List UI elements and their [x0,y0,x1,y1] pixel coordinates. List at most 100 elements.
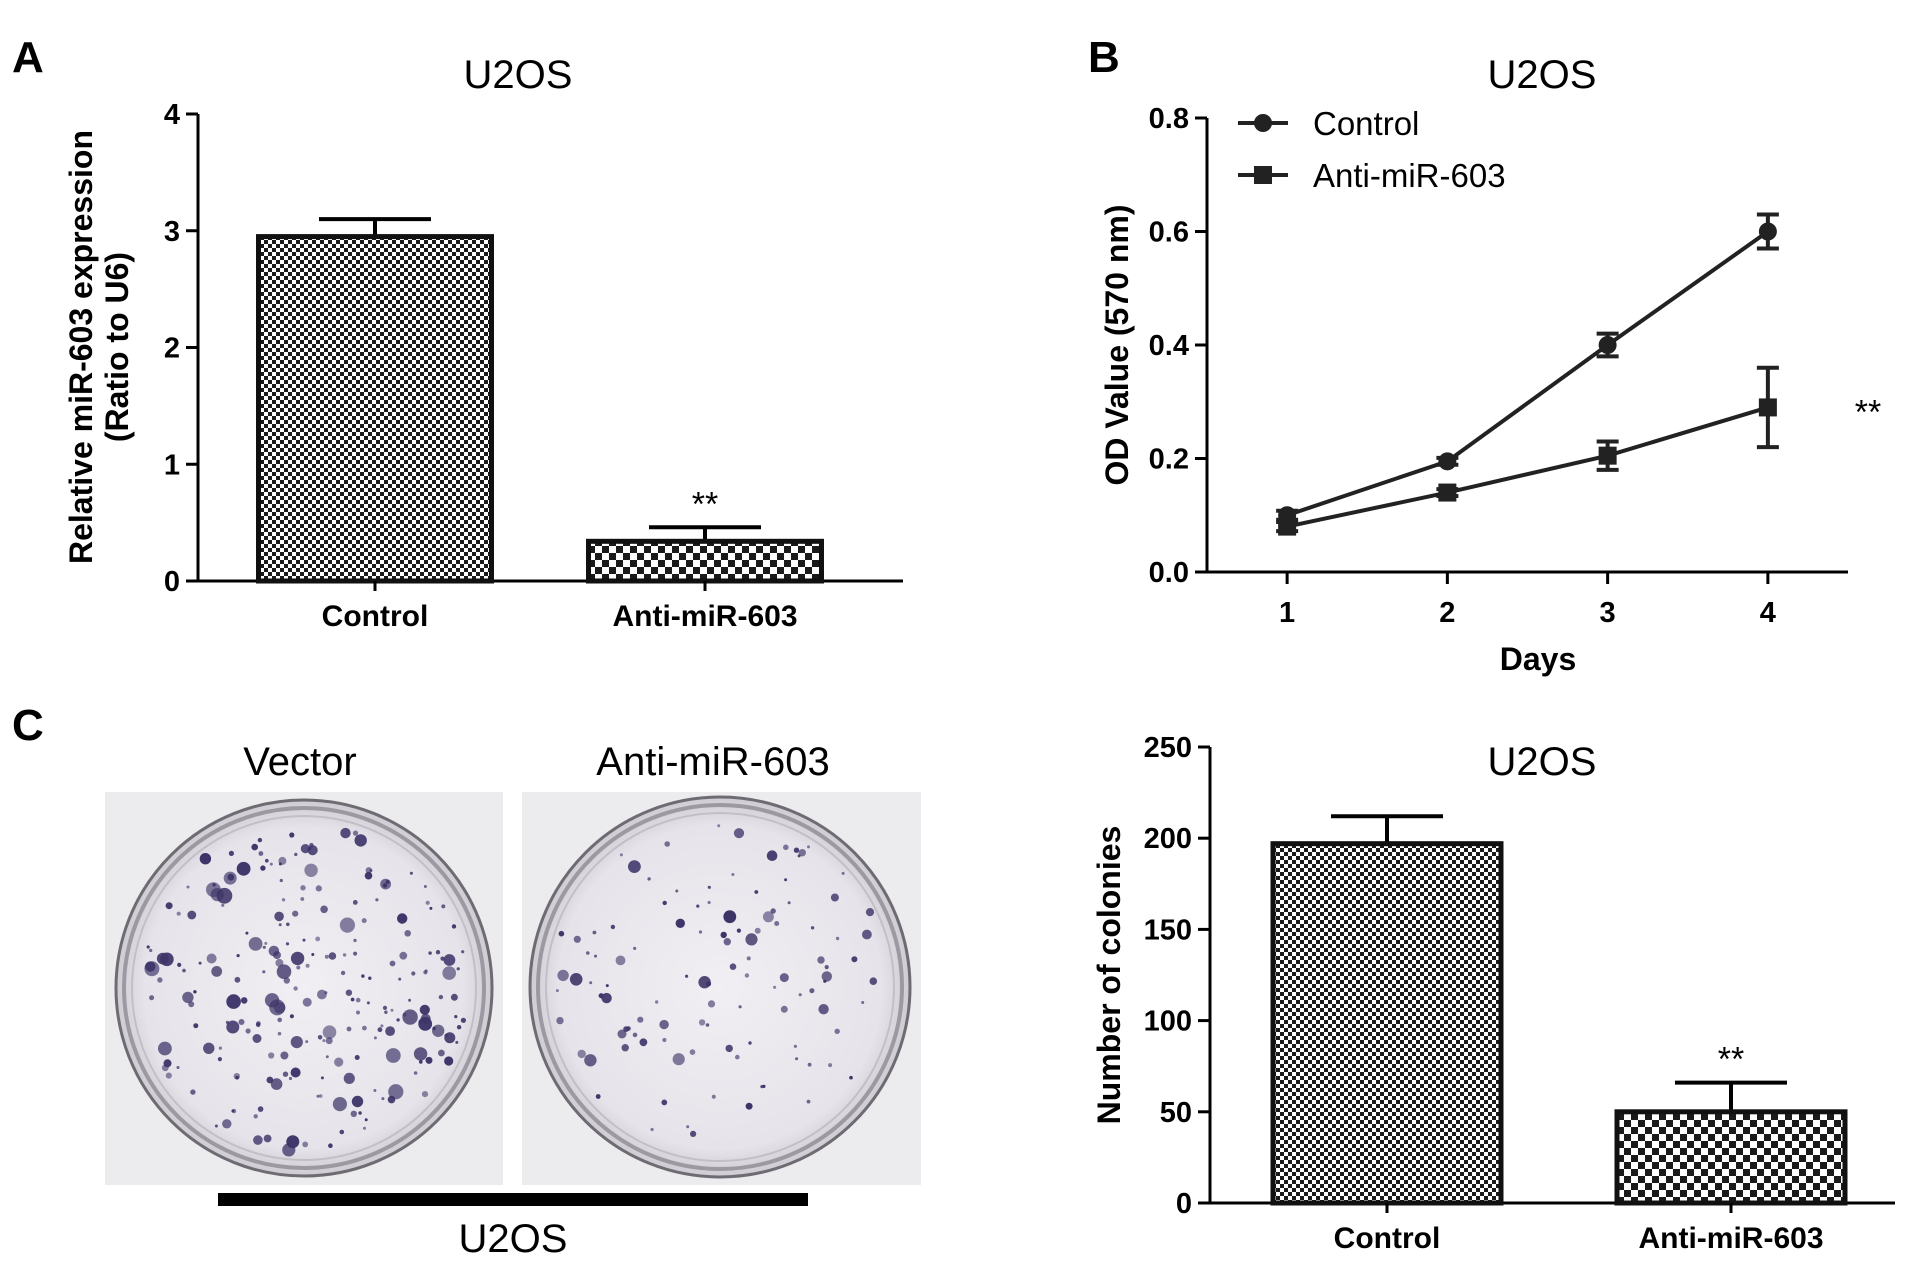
colony-dot [334,1057,344,1067]
colony-dot [557,969,569,982]
chart-a-category-label-0: Control [322,600,429,633]
colony-dot [435,950,441,955]
colony-dot [255,1022,261,1028]
chart-b-ytick-label-3: 0.6 [1149,217,1189,249]
colony-dot [364,1118,368,1122]
colony-dot [311,953,315,956]
chart-c-ytick-label-0: 0 [1176,1188,1192,1220]
chart-a-expression: U2OS Relative miR-603 expression (Ratio to… [63,53,903,633]
colony-dot [397,913,408,924]
colony-dot [268,1052,275,1059]
colony-dot [824,965,829,970]
colony-dot [276,964,292,979]
colony-dot [165,902,173,910]
colony-dot [628,860,641,873]
colony-photos: Vector Anti-miR-603 U2OS [105,740,921,1261]
chart-c-ytick-label-4: 200 [1144,823,1192,855]
colony-dot [664,841,670,847]
colony-dot [279,878,283,883]
colony-dot [806,1099,811,1104]
colony-dot [456,1025,462,1030]
panel-letter-c: C [12,701,44,750]
colony-dot [193,990,197,994]
colony-dot [595,1094,601,1099]
colony-dot [328,952,337,960]
colony-dot [182,968,186,973]
colony-dot [304,863,318,877]
colony-dot [423,885,427,888]
colony-dot [163,1059,172,1068]
colony-dot [723,910,737,924]
colony-dot [798,993,802,997]
colony-dot [444,1032,456,1044]
chart-b-od-value: U2OS OD Value (570 nm) Days 0.0 0.2 0.4 0.6 0.8… [1099,53,1881,677]
chart-b-xtick-label-0: 1 [1279,597,1295,629]
colony-dot [748,1041,752,1045]
chart-b-ytick-label-0: 0.0 [1149,557,1189,589]
colony-dot [793,1044,798,1048]
colony-dot [385,1048,401,1063]
colony-dot [404,930,412,937]
colony-dot [690,1130,697,1137]
colony-dot [380,878,391,890]
colony-dot [233,1073,240,1080]
colony-dot [328,1143,333,1148]
colony-dot [211,966,223,977]
colony-dot [302,938,306,942]
chart-b-significance: ** [1855,393,1881,431]
chart-a-ytick-label-2: 2 [164,333,180,365]
chart-a-title: U2OS [464,53,573,97]
colony-dot [633,946,637,951]
colony-dot [779,973,789,983]
chart-b-xtick-label-3: 4 [1760,597,1776,629]
colony-dot [432,1024,445,1038]
colony-dot [655,1000,659,1004]
colony-dot [610,924,616,930]
chart-a-ylabel-0: Relative miR-603 expression [63,130,99,564]
colony-dot [420,1013,431,1024]
colony-dot [443,954,456,966]
colony-dot [245,1028,251,1034]
colony-dot [366,1001,370,1005]
colony-dot [358,1111,362,1115]
colony-dot [193,1023,199,1029]
colony-dot [325,1055,329,1059]
colony-dot [586,951,590,955]
colony-dot [293,986,298,991]
colony-dot [398,977,402,981]
colony-dot [849,1075,853,1080]
colony-dot [186,885,190,889]
colony-dot [339,917,355,933]
colony-dot [409,871,413,875]
colony-dot [841,871,845,875]
chart-b-ytick-label-1: 0.2 [1149,444,1189,476]
chart-b-legend-label-1: Anti-miR-603 [1313,157,1506,194]
colony-dot [296,965,301,970]
chart-c-category-label-0: Control [1334,1222,1441,1255]
chart-b-point-0-3 [1758,222,1777,241]
colony-dot [324,954,329,959]
colony-dot [762,1084,766,1088]
colony-dot [345,989,353,996]
colony-dot [252,1034,262,1043]
colony-dot [343,1072,355,1084]
colony-dot [441,904,446,909]
chart-c-bar-0 [1270,841,1504,1206]
colony-dot [766,850,778,861]
colony-dot [696,904,700,908]
colony-dot [402,1009,418,1025]
colony-dot [762,911,774,923]
colony-dot [617,1029,627,1039]
colony-dot [707,1000,716,1008]
colony-dot [639,1038,648,1047]
colony-dot [399,951,408,960]
colony-dot [258,851,264,856]
chart-a-ytick-label-1: 1 [164,449,180,481]
colony-dot [332,1097,347,1112]
colony-dot [428,951,432,955]
colony-dot [223,871,237,885]
colony-dot [419,1060,423,1064]
chart-a-category-label-1: Anti-miR-603 [612,600,797,633]
colony-dot [231,1108,237,1114]
